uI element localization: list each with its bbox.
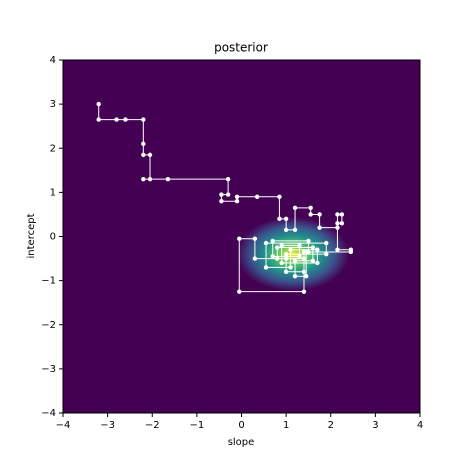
sample-point — [283, 269, 289, 274]
sample-point — [254, 194, 260, 199]
sample-point — [301, 269, 307, 274]
sample-point — [219, 199, 224, 204]
sample-point — [252, 256, 258, 261]
sample-point — [324, 240, 329, 246]
sample-point — [279, 260, 284, 266]
sample-point — [277, 194, 282, 199]
y-tick-label: 0 — [50, 232, 56, 243]
sample-point — [324, 251, 329, 257]
x-tick-label: 2 — [328, 420, 334, 431]
x-axis-label: slope — [228, 437, 255, 448]
sample-point — [263, 265, 269, 270]
sample-point — [141, 141, 146, 147]
sample-point — [339, 221, 345, 226]
sample-point — [270, 254, 275, 259]
sample-point — [297, 243, 302, 248]
sample-point — [315, 260, 320, 266]
sample-point — [306, 238, 311, 244]
sample-point — [339, 212, 345, 217]
y-tick-label: −4 — [41, 408, 56, 419]
sample-point — [275, 245, 280, 250]
x-tick-label: 1 — [283, 420, 289, 431]
x-tick-label: −1 — [190, 420, 205, 431]
y-tick-label: −2 — [41, 320, 56, 331]
sample-point — [147, 152, 153, 158]
y-axis-label: intercept — [26, 213, 37, 258]
sample-point — [165, 176, 171, 182]
sample-point — [283, 216, 289, 222]
y-tick-label: −1 — [41, 276, 56, 287]
x-tick-label: −2 — [145, 420, 160, 431]
sample-point — [96, 101, 101, 107]
sample-point — [335, 247, 340, 252]
sample-point — [219, 192, 224, 197]
sample-point — [304, 274, 309, 279]
sample-point — [317, 212, 322, 217]
sample-point — [283, 256, 289, 261]
sample-point — [317, 225, 322, 230]
x-tick-label: 3 — [372, 420, 378, 431]
sample-point — [225, 192, 231, 197]
y-tick-label: 1 — [50, 187, 56, 198]
sample-point — [270, 238, 275, 244]
plot-background — [63, 60, 420, 413]
sample-point — [301, 256, 307, 261]
sample-point — [147, 176, 153, 182]
sample-point — [237, 236, 242, 241]
sample-point — [277, 216, 282, 222]
sample-point — [315, 247, 320, 252]
sample-point — [348, 249, 354, 255]
y-tick-label: 4 — [50, 55, 56, 66]
sample-point — [96, 117, 101, 122]
sample-point — [141, 176, 146, 182]
sample-point — [237, 289, 242, 294]
sample-point — [225, 176, 231, 182]
sample-point — [308, 212, 313, 217]
trace-line — [98, 104, 352, 293]
x-tick-label: −4 — [56, 420, 71, 431]
sample-point — [141, 117, 146, 122]
sample-point — [292, 258, 298, 263]
sample-point — [301, 249, 307, 255]
sample-point — [292, 205, 298, 211]
sample-point — [301, 289, 307, 294]
chart-title: posterior — [214, 41, 268, 55]
sample-point — [308, 205, 313, 211]
sample-point — [292, 274, 298, 279]
sample-point — [279, 243, 284, 248]
sample-point — [141, 152, 146, 158]
sample-point — [123, 117, 128, 122]
sample-point — [335, 221, 340, 226]
sample-point — [275, 256, 280, 261]
y-tick-label: −3 — [41, 364, 56, 375]
sample-point — [252, 236, 258, 241]
x-tick-label: 4 — [417, 420, 423, 431]
x-tick-label: 0 — [238, 420, 244, 431]
sample-point — [283, 251, 289, 257]
sample-point — [335, 225, 340, 230]
sample-point — [310, 258, 316, 263]
x-tick-label: −3 — [100, 420, 115, 431]
sample-point — [234, 194, 240, 199]
sample-point — [288, 265, 293, 270]
sample-point — [335, 212, 340, 217]
sample-point — [310, 245, 316, 250]
y-tick-label: 2 — [50, 143, 56, 154]
sample-point — [297, 254, 302, 259]
sample-point — [234, 199, 240, 204]
y-tick-label: 3 — [50, 99, 56, 110]
sample-point — [288, 247, 293, 252]
sample-point — [263, 240, 269, 246]
sample-point — [283, 227, 289, 233]
sample-point — [114, 117, 119, 122]
sample-point — [292, 227, 298, 233]
